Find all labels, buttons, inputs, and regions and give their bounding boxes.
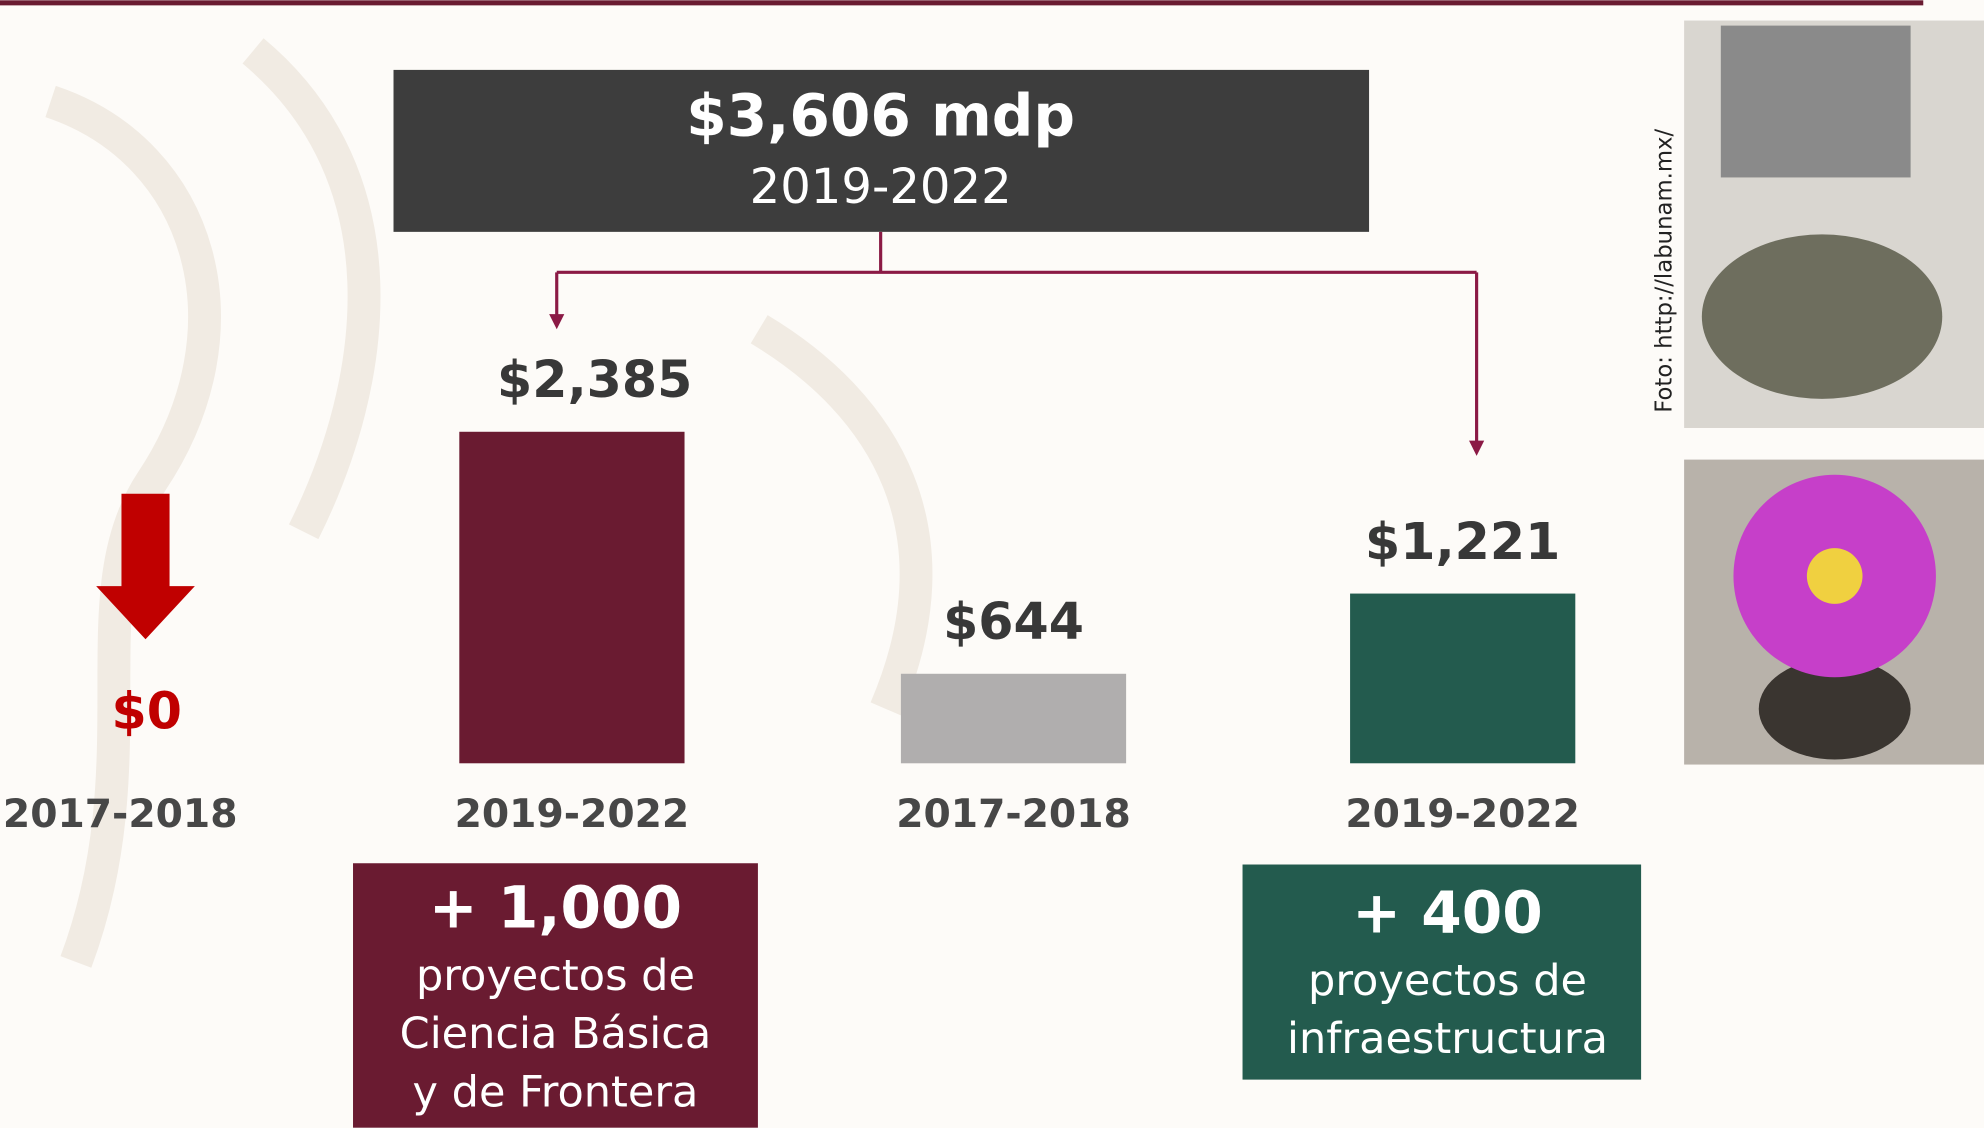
value-label: $644 bbox=[943, 592, 1084, 651]
category-label: 2017-2018 bbox=[896, 792, 1131, 837]
callout-text: proyectos de bbox=[416, 951, 695, 1001]
header-box bbox=[393, 69, 1370, 232]
category-label: 2019-2022 bbox=[1345, 792, 1580, 837]
callout-box bbox=[353, 863, 758, 1128]
bar bbox=[1350, 593, 1576, 764]
header-title: $3,606 mdp bbox=[686, 81, 1075, 149]
callout-number: + 400 bbox=[1352, 878, 1542, 946]
top-rule bbox=[0, 0, 1924, 6]
bar bbox=[459, 431, 685, 764]
header-subtitle: 2019-2022 bbox=[750, 159, 1012, 215]
connector bbox=[555, 231, 1479, 444]
down-arrow bbox=[96, 493, 195, 640]
photo-lab bbox=[1684, 20, 1984, 428]
callout-text: Ciencia Básica bbox=[400, 1009, 712, 1059]
callout-text: y de Frontera bbox=[413, 1067, 699, 1117]
background-pattern bbox=[45, 38, 933, 968]
photo-cactus bbox=[1684, 459, 1984, 765]
photo-credit: Foto: http://labunam.mx/ bbox=[1652, 128, 1678, 412]
value-label: $0 bbox=[112, 682, 182, 741]
value-label: $1,221 bbox=[1365, 512, 1560, 571]
category-label: 2017-2018 bbox=[3, 792, 238, 837]
callout-number: + 1,000 bbox=[429, 873, 682, 941]
bar bbox=[900, 673, 1127, 764]
callout-text: proyectos de bbox=[1308, 956, 1587, 1006]
value-label: $2,385 bbox=[497, 350, 692, 409]
category-label: 2019-2022 bbox=[455, 792, 690, 837]
callout-text: infraestructura bbox=[1287, 1014, 1608, 1064]
callout-box bbox=[1242, 864, 1642, 1080]
